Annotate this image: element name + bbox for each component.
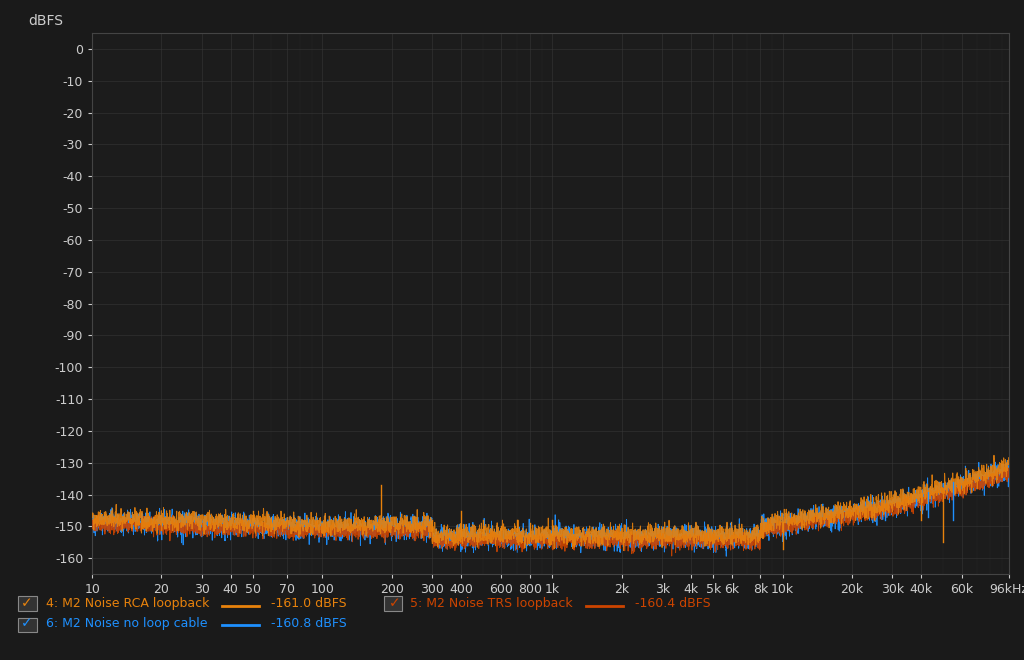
Text: -160.4 dBFS: -160.4 dBFS <box>635 597 711 611</box>
Text: dBFS: dBFS <box>28 14 63 28</box>
Text: 6: M2 Noise no loop cable: 6: M2 Noise no loop cable <box>46 617 208 630</box>
Text: -161.0 dBFS: -161.0 dBFS <box>271 597 347 611</box>
Text: -160.8 dBFS: -160.8 dBFS <box>271 617 347 630</box>
Text: 5: M2 Noise TRS loopback: 5: M2 Noise TRS loopback <box>410 597 572 611</box>
Text: 4: M2 Noise RCA loopback: 4: M2 Noise RCA loopback <box>46 597 210 611</box>
Text: ✓: ✓ <box>20 616 32 630</box>
Text: ✓: ✓ <box>20 596 32 610</box>
Text: ✓: ✓ <box>389 596 400 610</box>
